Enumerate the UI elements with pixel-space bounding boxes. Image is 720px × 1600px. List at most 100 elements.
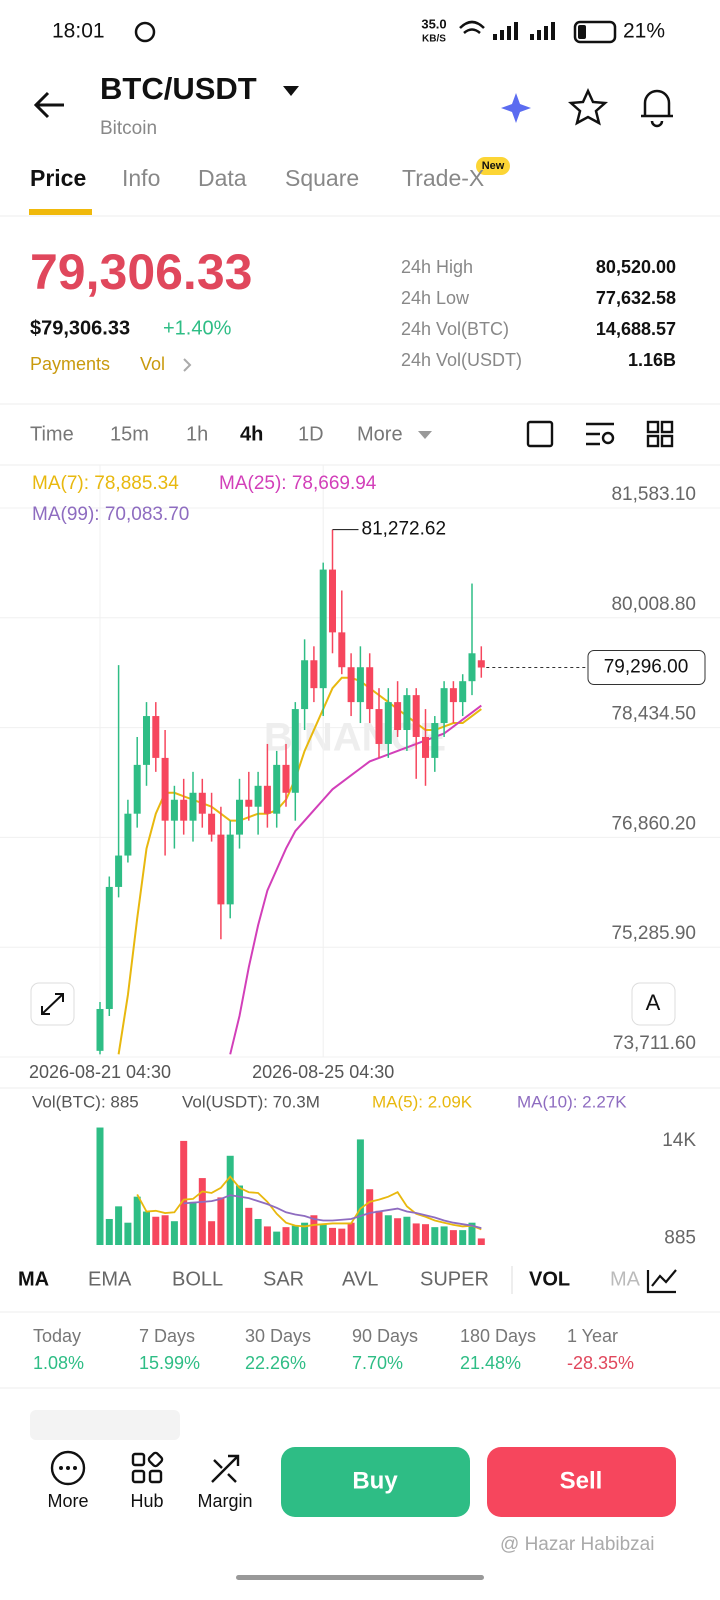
bottom-bar-item[interactable]: Hub <box>130 1491 163 1511</box>
battery-icon <box>573 20 617 44</box>
performance-label: 90 Days <box>352 1326 418 1346</box>
tab[interactable]: Square <box>285 165 359 191</box>
interval[interactable]: More <box>357 423 403 445</box>
interval[interactable]: 15m <box>110 423 149 445</box>
status-icons <box>134 20 617 44</box>
buy-button[interactable] <box>281 1447 470 1517</box>
legend-item: MA(10): 2.27K <box>517 1092 627 1111</box>
indicator-tab[interactable]: MA <box>610 1268 641 1290</box>
volume-bar <box>477 1238 485 1245</box>
candle-body <box>124 813 132 856</box>
tab-underline <box>29 209 92 215</box>
new-badge-text: New <box>482 160 505 172</box>
tag[interactable]: Payments <box>30 354 110 374</box>
tag-chevron <box>183 358 192 372</box>
candle-body <box>263 785 271 814</box>
performance-label: Today <box>33 1326 81 1346</box>
pair-title: BTC/USDT <box>100 71 257 106</box>
status-speed: 35.0 <box>421 16 446 31</box>
volume-legend: Vol(USDT): 70.3M <box>182 1092 320 1111</box>
candle-body <box>403 695 411 731</box>
margin-icon[interactable] <box>211 1454 240 1483</box>
y-tick-label: 80,008.80 <box>611 594 696 615</box>
indicator-tab[interactable]: AVL <box>342 1268 378 1290</box>
volume-bar <box>273 1231 281 1245</box>
alert-button[interactable] <box>641 89 673 128</box>
candle-body <box>208 813 216 835</box>
indicator-tab[interactable]: VOL <box>529 1268 570 1290</box>
interval[interactable]: 1h <box>186 423 208 445</box>
interval[interactable]: 4h <box>240 423 263 445</box>
performance-value: 15.99% <box>139 1353 200 1373</box>
stat-label: 24h High <box>401 257 473 277</box>
interval[interactable]: 1D <box>298 423 324 445</box>
interval[interactable]: Time <box>30 423 74 445</box>
settings-gear <box>601 431 615 445</box>
volume-bar <box>291 1225 299 1245</box>
ai-button[interactable] <box>501 93 531 123</box>
section-tab[interactable] <box>30 1410 180 1440</box>
volume-bar <box>170 1221 178 1245</box>
candle-body <box>384 702 392 744</box>
candle-body <box>459 681 467 703</box>
sell-label: Sell <box>560 1467 603 1494</box>
volume-bar <box>180 1140 188 1245</box>
candle-body <box>440 688 448 724</box>
tab[interactable]: Trade-X <box>402 165 484 191</box>
volume-bar <box>412 1223 420 1245</box>
indicator-settings[interactable] <box>646 1269 677 1294</box>
volume-bar <box>422 1224 429 1245</box>
tag[interactable]: Vol <box>140 354 165 374</box>
performance-label: 7 Days <box>139 1326 195 1346</box>
indicator-tab[interactable]: BOLL <box>172 1268 223 1290</box>
tab[interactable]: Data <box>198 165 247 191</box>
volume-bar <box>115 1206 123 1245</box>
volume-bar <box>198 1178 206 1245</box>
performance-label: 1 Year <box>567 1326 618 1346</box>
x-tick-label: 2026-08-21 04:30 <box>29 1062 171 1082</box>
status-speed-unit: KB/S <box>422 34 446 45</box>
pair-dropdown[interactable] <box>283 86 299 96</box>
layout-tool[interactable] <box>646 420 660 434</box>
indicator-tab[interactable]: MA <box>18 1268 49 1290</box>
auto-scale-button[interactable] <box>631 982 676 1026</box>
fullscreen-tool[interactable] <box>526 420 554 448</box>
candle-body <box>180 799 188 821</box>
favorite-button[interactable] <box>567 87 609 126</box>
stat-value: 14,688.57 <box>596 319 676 339</box>
more-dropdown[interactable] <box>418 431 432 439</box>
candle-body <box>375 709 383 744</box>
candle-body <box>282 764 290 793</box>
more-icon[interactable] <box>50 1450 86 1486</box>
volume-bar <box>226 1155 234 1245</box>
volume-bar <box>394 1218 402 1245</box>
pair-name: Bitcoin <box>100 118 157 139</box>
y-tick-label: 78,434.50 <box>611 704 696 725</box>
candle-body <box>170 799 178 821</box>
last-price: 79,306.33 <box>30 244 252 300</box>
usd-price: $79,306.33 <box>30 317 130 339</box>
bottom-icons <box>50 1450 240 1486</box>
volume-bar <box>245 1207 253 1245</box>
bottom-bar-item[interactable]: Margin <box>197 1491 252 1511</box>
tab[interactable]: Price <box>30 165 86 191</box>
performance-value: 1.08% <box>33 1353 84 1373</box>
y-tick-label: 76,860.20 <box>611 813 696 834</box>
stat-value: 80,520.00 <box>596 257 676 277</box>
performance-label: 180 Days <box>460 1326 536 1346</box>
sell-button[interactable] <box>487 1447 676 1517</box>
last-price-label: 79,296.00 <box>604 657 689 678</box>
bottom-bar-item[interactable]: More <box>47 1491 88 1511</box>
hub-icon[interactable] <box>131 1452 146 1467</box>
status-time: 18:01 <box>52 20 105 43</box>
candle-body <box>477 660 485 668</box>
indicator-tab[interactable]: SUPER <box>420 1268 489 1290</box>
back-button[interactable] <box>33 91 64 119</box>
indicator-tab[interactable]: EMA <box>88 1268 132 1290</box>
tab[interactable]: Info <box>122 165 160 191</box>
settings-tool[interactable] <box>586 422 614 446</box>
volume-bar <box>347 1222 355 1245</box>
candle-body <box>356 667 364 703</box>
indicator-tab[interactable]: SAR <box>263 1268 304 1290</box>
